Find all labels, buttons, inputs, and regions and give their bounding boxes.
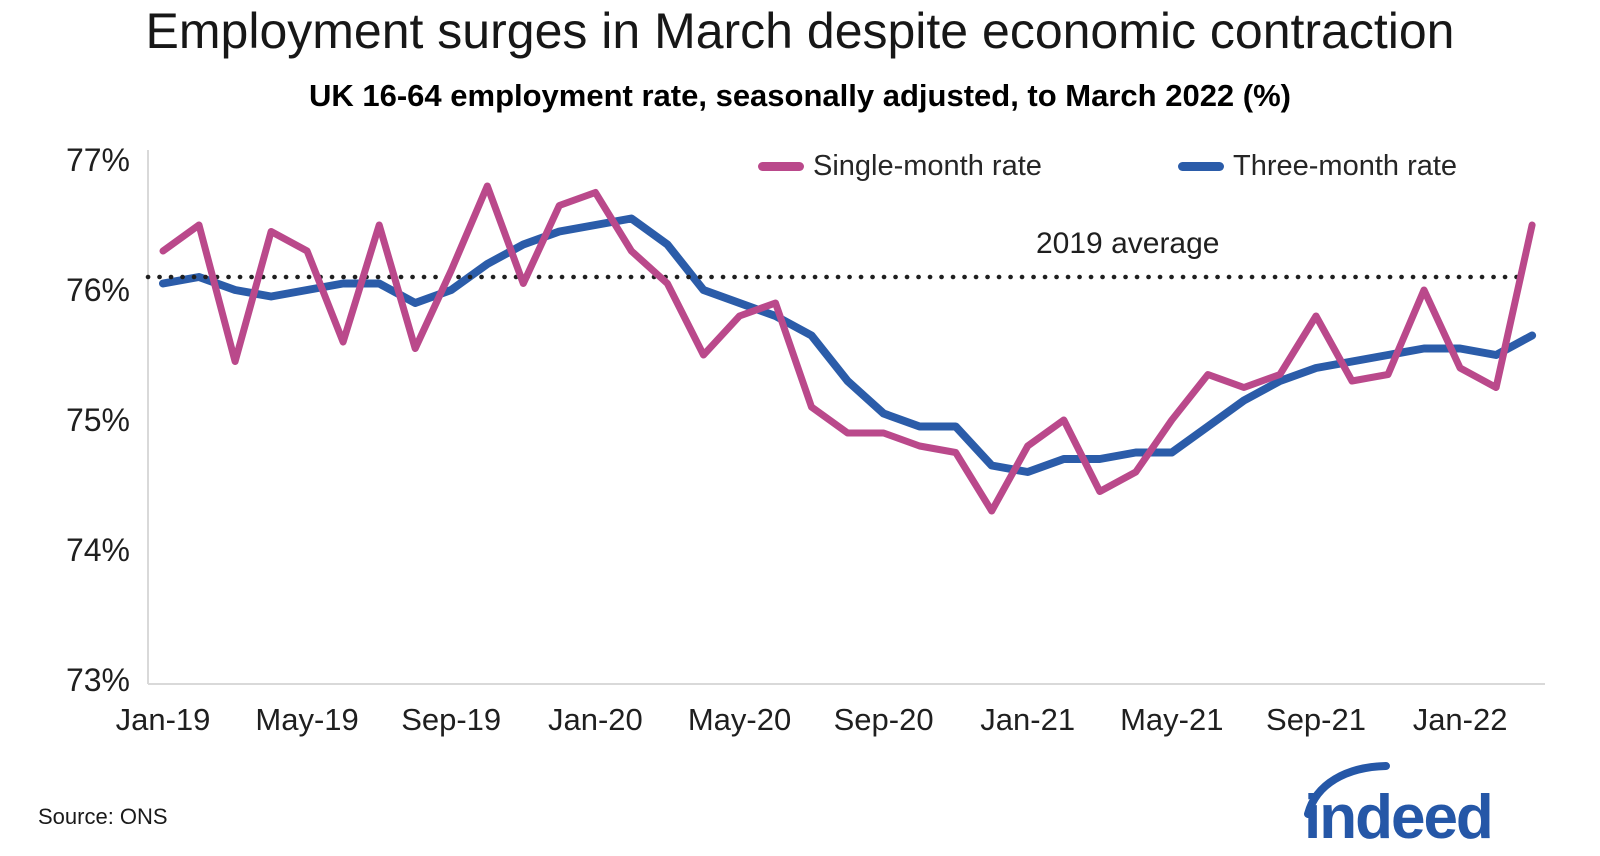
three-month-legend-swatch (1178, 162, 1224, 171)
x-tick-label: Sep-21 (1266, 702, 1366, 737)
indeed-logo-swoosh (1304, 762, 1390, 818)
reference-line-label: 2019 average (1036, 227, 1220, 260)
three-month-rate-line (159, 214, 1537, 476)
x-tick-label: Jan-19 (116, 702, 211, 737)
x-tick-label: Jan-20 (548, 702, 643, 737)
x-tick-label: May-19 (255, 702, 358, 737)
single-month-rate-line (159, 182, 1536, 515)
source-note: Source: ONS (38, 804, 168, 829)
legend-item-three-month: Three-month rate (1178, 150, 1457, 183)
x-tick-label: Sep-20 (834, 702, 934, 737)
y-tick-label: 75% (66, 402, 130, 438)
indeed-logo: indeed (1304, 762, 1494, 848)
y-tick-label: 77% (66, 142, 130, 178)
three-month-legend-label: Three-month rate (1233, 150, 1458, 182)
x-tick-label: Jan-22 (1413, 702, 1508, 737)
chart-title: Employment surges in March despite econo… (145, 3, 1455, 59)
chart-subtitle: UK 16-64 employment rate, seasonally adj… (308, 78, 1291, 113)
y-tick-label: 76% (66, 272, 130, 308)
x-tick-label: Jan-21 (980, 702, 1075, 737)
x-tick-label: Sep-19 (401, 702, 501, 737)
y-tick-label: 73% (66, 662, 130, 698)
y-tick-label: 74% (66, 532, 130, 568)
single-month-legend-label: Single-month rate (813, 150, 1042, 182)
x-tick-label: May-20 (688, 702, 791, 737)
x-tick-label: May-21 (1120, 702, 1223, 737)
single-month-legend-swatch (758, 162, 804, 171)
legend-item-single-month: Single-month rate (758, 150, 1042, 183)
indeed-logo-text: indeed (1304, 783, 1492, 848)
